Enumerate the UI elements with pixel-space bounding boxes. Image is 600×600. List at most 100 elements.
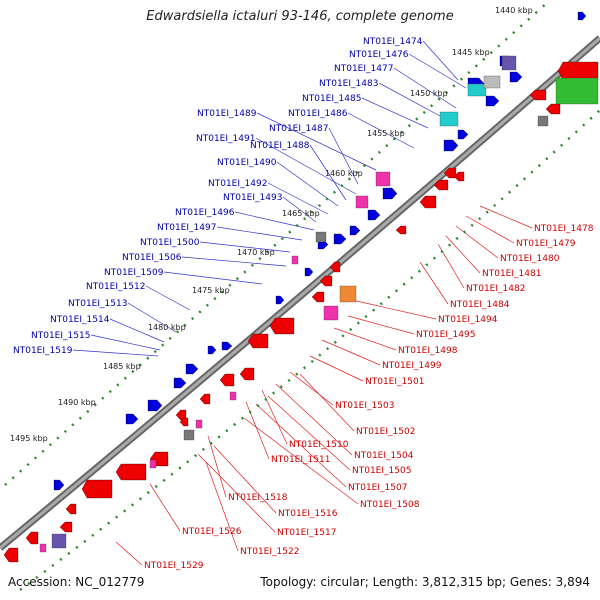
lower-label-connector <box>243 417 359 505</box>
lower-gene-label: NT01EI_1505 <box>352 466 411 476</box>
upper-gene-label: NT01EI_1509 <box>104 268 164 278</box>
lower-gene-label: NT01EI_1516 <box>278 509 338 519</box>
rna-feature-block <box>439 111 459 127</box>
lower-label-connector <box>465 215 515 244</box>
reverse-gene-arrow <box>529 89 547 101</box>
reverse-gene-arrow <box>3 547 19 563</box>
upper-label-connector <box>309 144 347 201</box>
upper-label-connector <box>282 196 317 223</box>
lower-gene-label: NT01EI_1481 <box>482 269 541 279</box>
reverse-gene-arrow <box>329 261 341 273</box>
kbp-tick-label: 1490 kbp <box>58 398 96 407</box>
lower-label-connector <box>289 371 334 406</box>
forward-gene-arrow <box>221 341 233 351</box>
reverse-gene-arrow <box>433 179 449 191</box>
upper-gene-label: NT01EI_1492 <box>208 179 267 189</box>
upper-gene-label: NT01EI_1514 <box>50 315 110 325</box>
upper-gene-label: NT01EI_1496 <box>175 208 235 218</box>
upper-label-connector <box>328 127 359 185</box>
forward-gene-arrow <box>577 11 587 21</box>
upper-gene-label: NT01EI_1500 <box>140 238 200 248</box>
upper-label-connector <box>256 112 377 171</box>
reverse-gene-arrow <box>395 225 407 235</box>
lower-gene-label: NT01EI_1479 <box>516 239 576 249</box>
reverse-gene-arrow <box>179 417 189 427</box>
lower-gene-label: NT01EI_1499 <box>382 361 442 371</box>
pseudogene-block <box>183 429 195 441</box>
reverse-gene-arrow <box>319 275 333 287</box>
forward-gene-arrow <box>443 139 459 152</box>
purple-feature-block <box>51 533 67 549</box>
lower-label-connector <box>419 261 449 305</box>
forward-gene-arrow <box>509 71 523 83</box>
upper-label-connector <box>127 302 177 333</box>
lower-label-connector <box>445 235 481 274</box>
upper-gene-label: NT01EI_1477 <box>334 64 393 74</box>
lower-label-connector <box>299 373 355 432</box>
lower-gene-label: NT01EI_1508 <box>360 500 420 510</box>
forward-gene-arrow <box>275 295 285 305</box>
lower-label-connector <box>197 453 276 533</box>
upper-gene-label: NT01EI_1474 <box>363 37 423 47</box>
lower-gene-label: NT01EI_1478 <box>534 224 594 234</box>
forward-gene-arrow <box>382 187 398 200</box>
lower-label-connector <box>455 225 499 259</box>
genome-title: Edwardsiella ictaluri 93-146, complete g… <box>146 9 454 24</box>
lower-label-connector <box>255 403 347 488</box>
genome-backbone-highlight <box>0 36 600 550</box>
reverse-gene-arrow <box>25 531 39 545</box>
lower-label-connector <box>333 327 397 351</box>
upper-label-connector <box>72 349 159 357</box>
upper-label-connector <box>181 256 287 267</box>
lower-label-connector <box>207 435 227 498</box>
reverse-gene-arrow <box>81 479 113 499</box>
lower-gene-label: NT01EI_1480 <box>500 254 560 264</box>
kbp-tick-label: 1470 kbp <box>237 248 275 257</box>
upper-gene-label: NT01EI_1515 <box>31 331 90 341</box>
kbp-tick-label: 1465 kbp <box>282 209 320 218</box>
kbp-tick-label: 1480 kbp <box>148 323 186 332</box>
forward-gene-arrow <box>333 233 347 245</box>
upper-gene-label: NT01EI_1489 <box>197 109 257 119</box>
upper-gene-label: NT01EI_1485 <box>302 94 361 104</box>
forward-gene-arrow <box>349 225 361 236</box>
gene-features <box>3 11 599 563</box>
genome-summary-text: Topology: circular; Length: 3,812,315 bp… <box>260 575 590 589</box>
forward-gene-arrow <box>485 95 500 107</box>
reverse-gene-arrow <box>199 393 211 405</box>
lower-gene-label: NT01EI_1504 <box>354 451 414 461</box>
upper-label-connector <box>163 271 263 285</box>
upper-gene-label: NT01EI_1497 <box>157 223 216 233</box>
reverse-gene-arrow <box>65 503 77 515</box>
outer-tick-track <box>4 1 549 486</box>
lower-gene-label: NT01EI_1503 <box>335 401 394 411</box>
upper-gene-label: NT01EI_1487 <box>269 124 328 134</box>
upper-gene-label: NT01EI_1491 <box>196 134 255 144</box>
forward-gene-arrow <box>173 377 187 389</box>
lower-gene-label: NT01EI_1495 <box>416 330 475 340</box>
upper-gene-label: NT01EI_1486 <box>288 109 348 119</box>
lower-label-connector <box>245 401 270 460</box>
lower-label-connector <box>351 299 437 320</box>
lower-gene-label: NT01EI_1511 <box>271 455 330 465</box>
accession-text: Accession: NC_012779 <box>8 575 145 589</box>
upper-label-connector <box>90 334 161 351</box>
lower-label-connector <box>213 445 277 514</box>
reverse-gene-arrow <box>453 171 465 182</box>
lower-gene-label: NT01EI_1517 <box>277 528 336 538</box>
pseudogene-block <box>315 231 327 243</box>
rna-feature-block <box>323 305 339 321</box>
upper-gene-label: NT01EI_1488 <box>250 141 310 151</box>
rna-feature-block <box>229 391 237 401</box>
reverse-gene-arrow <box>239 367 255 381</box>
lower-gene-label: NT01EI_1510 <box>289 440 349 450</box>
upper-label-connector <box>408 53 467 89</box>
lower-gene-label: NT01EI_1484 <box>450 300 510 310</box>
upper-label-connector <box>145 285 191 311</box>
lower-gene-label: NT01EI_1501 <box>365 377 424 387</box>
lower-gene-label: NT01EI_1518 <box>228 493 288 503</box>
kbp-tick-label: 1475 kbp <box>192 286 230 295</box>
upper-gene-label: NT01EI_1493 <box>223 193 282 203</box>
rna-feature-block <box>39 543 47 553</box>
